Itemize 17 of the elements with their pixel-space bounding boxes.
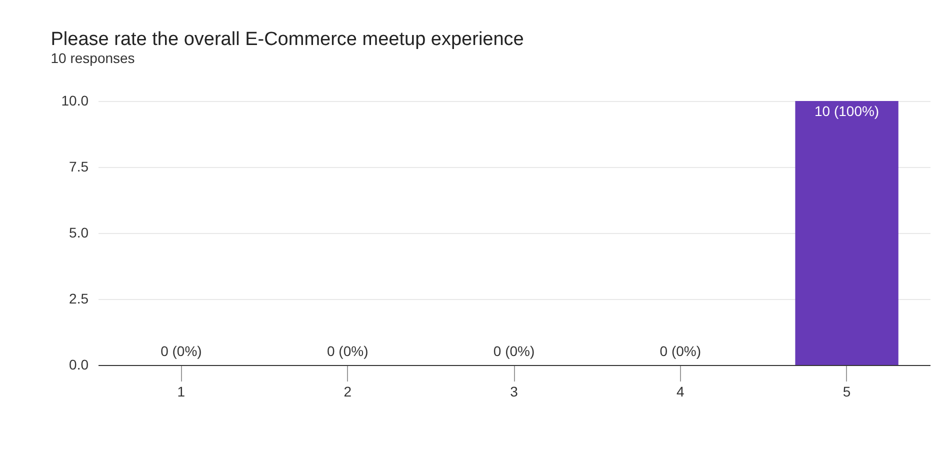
x-tick-label: 2 — [344, 384, 352, 400]
y-tick-label: 10.0 — [61, 92, 89, 108]
data-label: 10 (100%) — [814, 103, 880, 119]
chart-subtitle: 10 responses — [50, 50, 135, 66]
y-tick-label: 7.5 — [69, 158, 89, 174]
x-tick-label: 4 — [676, 384, 684, 400]
data-label: 0 (0%) — [660, 343, 702, 359]
y-tick-label: 5.0 — [69, 224, 89, 240]
data-label: 0 (0%) — [326, 343, 368, 359]
data-label: 0 (0%) — [160, 343, 202, 359]
x-tick-label: 3 — [510, 384, 518, 400]
chart-title: Please rate the overall E-Commerce meetup experience — [50, 29, 524, 50]
x-tick-label: 5 — [842, 384, 851, 400]
data-label: 0 (0%) — [493, 343, 535, 359]
y-tick-label: 2.5 — [69, 290, 89, 306]
x-tick-label: 1 — [177, 384, 186, 400]
y-tick-label: 0.0 — [69, 356, 89, 372]
